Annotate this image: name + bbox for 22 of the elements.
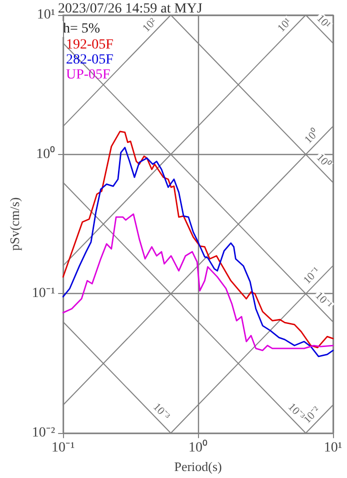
text: 282-05F <box>66 52 114 68</box>
annotation: 10¹ <box>275 16 294 35</box>
x-tick-label: 10⁻¹ <box>51 440 75 456</box>
annotation: 10¹ <box>314 12 333 32</box>
annotation: 10² <box>140 15 160 35</box>
annotation: 10⁻¹ <box>312 290 334 312</box>
annotation: 10⁻¹ <box>301 265 323 287</box>
annotation: 10⁻³ <box>150 400 172 423</box>
x-tick-label: 10⁰ <box>188 440 208 456</box>
text: 192-05F <box>66 38 114 52</box>
legend-title: h= 5% <box>63 22 100 36</box>
y-axis-title: pSv(cm/s) <box>7 197 22 251</box>
y-tick-label: 10¹ <box>36 8 56 22</box>
x-axis-title: Period(s) <box>174 459 222 474</box>
y-tick-label: 10⁰ <box>36 146 56 162</box>
chart-title: 2023/07/26 14:59 at MYJ <box>58 2 203 16</box>
annotation: 10⁰ <box>302 126 322 146</box>
y-tick-label: 10⁻² <box>32 426 56 441</box>
y-tick-label: 10⁻¹ <box>32 286 56 302</box>
x-tick-label: 10¹ <box>324 440 342 456</box>
text: UP-05F <box>66 68 111 82</box>
annotation: 10⁰ <box>314 150 334 171</box>
